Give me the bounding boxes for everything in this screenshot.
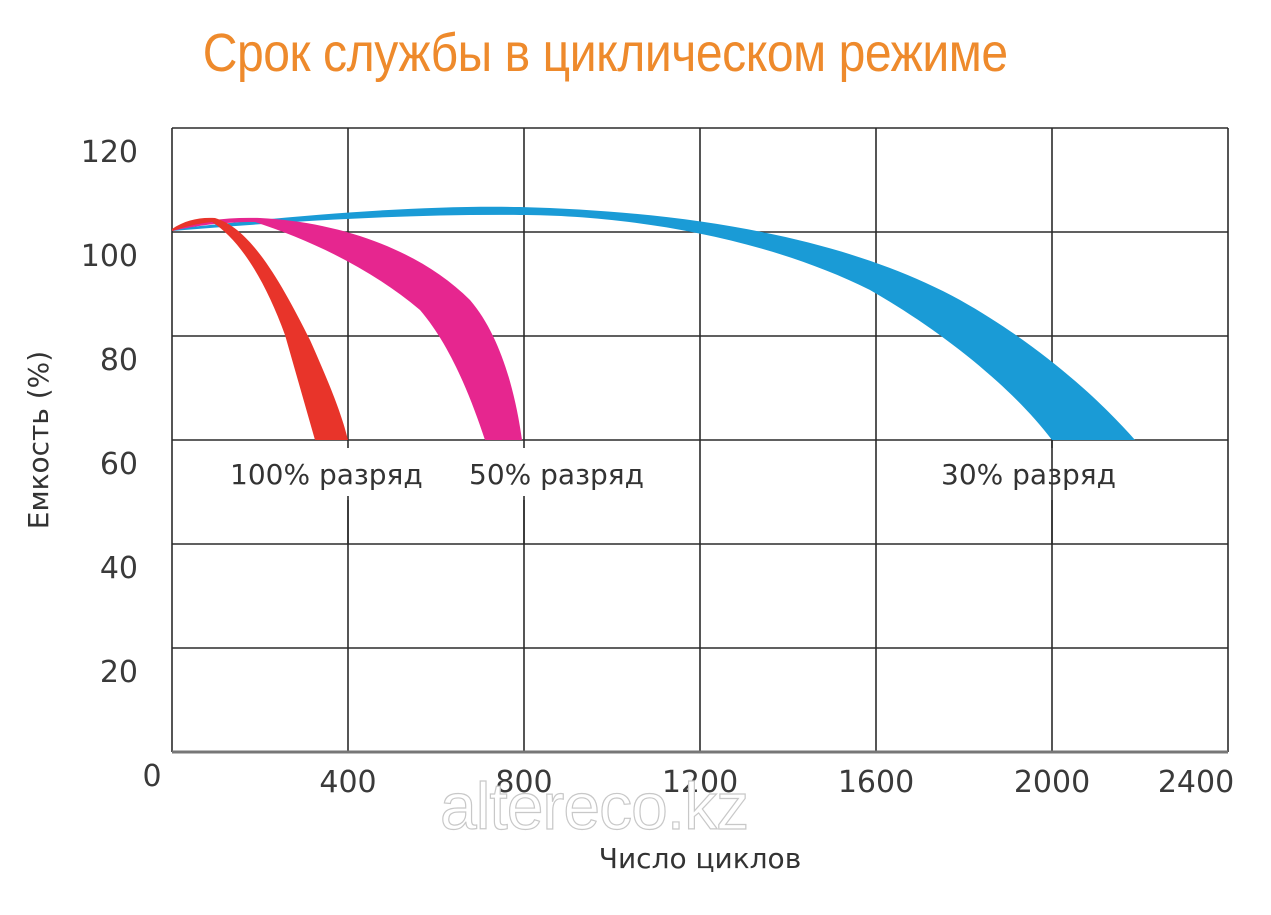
svg-text:400: 400	[319, 765, 376, 800]
label-100pct: 100% разряд	[230, 458, 423, 491]
x-ticks: 0 400 800 1200 1600 2000 2400	[142, 759, 1234, 800]
svg-text:1600: 1600	[838, 765, 914, 800]
series-50pct-band	[172, 217, 522, 440]
svg-text:2000: 2000	[1014, 765, 1090, 800]
y-axis-label: Емкость (%)	[22, 351, 55, 529]
x-axis-label: Число циклов	[599, 842, 801, 875]
svg-text:800: 800	[495, 765, 552, 800]
svg-text:2400: 2400	[1158, 765, 1234, 800]
y-ticks: 120 100 80 60 40 20	[81, 135, 138, 690]
svg-text:40: 40	[100, 551, 138, 586]
svg-text:100: 100	[81, 239, 138, 274]
svg-text:0: 0	[142, 759, 161, 794]
svg-text:1200: 1200	[662, 765, 738, 800]
label-30pct: 30% разряд	[941, 458, 1116, 491]
svg-text:80: 80	[100, 343, 138, 378]
series-30pct-band	[172, 206, 1135, 440]
watermark: altereco.kz	[439, 768, 749, 843]
svg-text:60: 60	[100, 447, 138, 482]
svg-text:120: 120	[81, 135, 138, 170]
chart-title: Срок службы в циклическом режиме	[202, 23, 1008, 83]
svg-text:20: 20	[100, 655, 138, 690]
series-100pct-band	[172, 217, 348, 440]
label-50pct: 50% разряд	[469, 458, 644, 491]
